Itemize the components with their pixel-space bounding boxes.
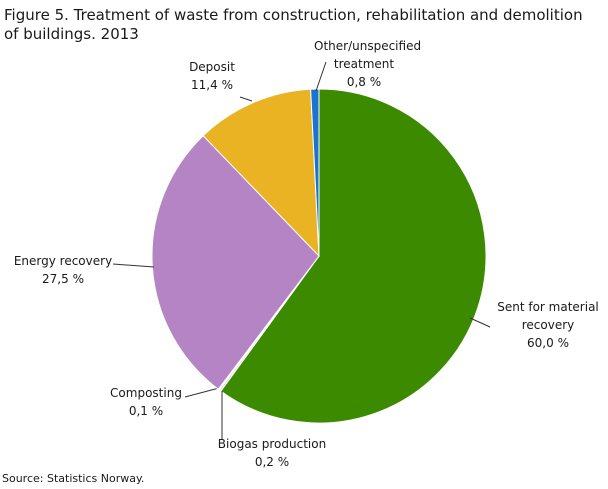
slice-label: Other/unspecified treatment 0,8 %	[314, 37, 422, 91]
slice-label: Sent for material recovery 60,0 %	[488, 298, 608, 352]
chart-title: Figure 5. Treatment of waste from constr…	[4, 6, 583, 43]
category-label: Energy recovery	[13, 254, 113, 268]
category-label: Sent for material recovery	[497, 300, 599, 332]
value-label: 27,5 %	[42, 272, 84, 286]
slice-label: Deposit 11,4 %	[152, 58, 272, 94]
leader-line	[315, 61, 327, 92]
leader-line	[184, 387, 220, 398]
value-label: 0,8 %	[346, 75, 382, 89]
source: Source: Statistics Norway.	[2, 472, 145, 485]
leader-line	[469, 317, 491, 328]
pie-slice	[151, 135, 320, 390]
value-label: 11,4 %	[191, 78, 233, 92]
slice-label: Energy recovery 27,5 %	[3, 252, 123, 288]
leader-line	[112, 263, 155, 268]
value-label: 0,1 %	[128, 404, 164, 418]
category-label: Biogas production	[217, 437, 327, 451]
pie-slice	[310, 88, 320, 257]
value-label: 60,0 %	[527, 336, 569, 350]
pie-slice	[202, 88, 320, 258]
value-label: 0,2 %	[254, 455, 290, 469]
slice-label: Composting 0,1 %	[86, 384, 206, 420]
pie-slice	[220, 88, 487, 424]
category-label: Composting	[110, 386, 182, 400]
leader-line	[239, 96, 253, 102]
slice-label: Biogas production 0,2 %	[212, 435, 332, 471]
category-label: Other/unspecified treatment	[314, 39, 422, 71]
category-label: Deposit	[189, 60, 235, 74]
